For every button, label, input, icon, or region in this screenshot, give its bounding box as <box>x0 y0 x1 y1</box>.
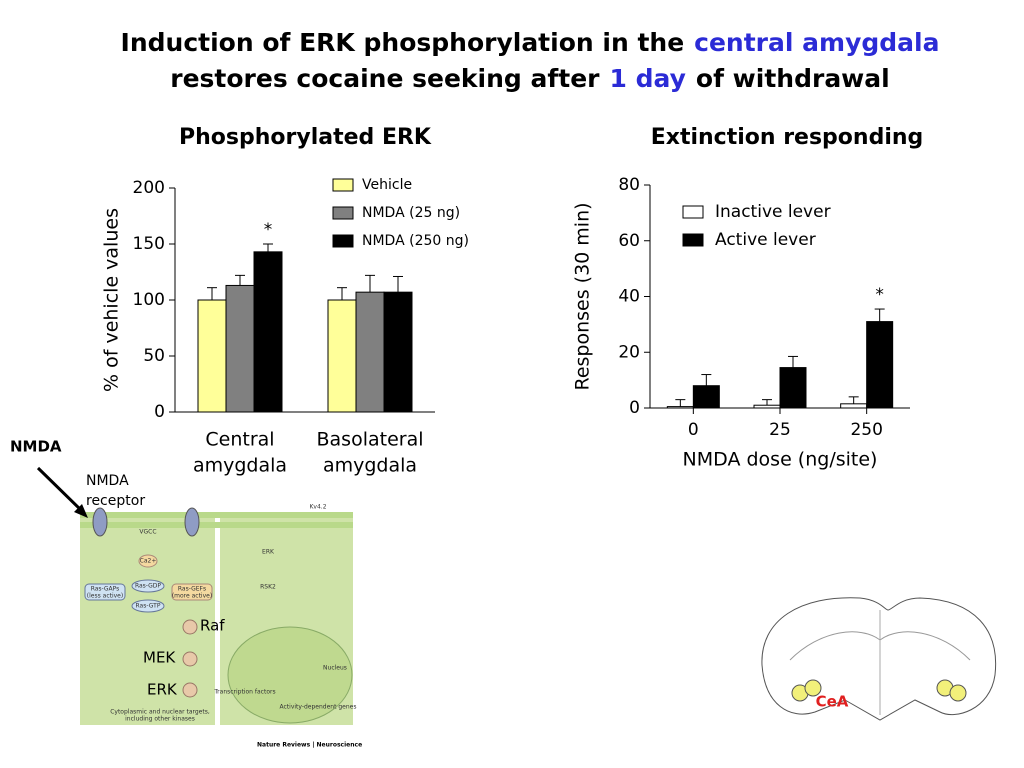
figure-label: Cytoplasmic and nuclear targets, <box>110 709 210 716</box>
y-tick-label: 20 <box>618 342 640 362</box>
node <box>182 682 198 698</box>
x-axis-label: NMDA dose (ng/site) <box>683 449 878 471</box>
region-label: CeA <box>816 693 849 711</box>
legend-label: NMDA (25 ng) <box>362 205 460 221</box>
bar <box>383 291 413 413</box>
annotation: * <box>875 285 884 305</box>
pointer-label: ERK <box>147 681 178 699</box>
x-tick-label: 25 <box>769 420 791 440</box>
y-tick-label: 80 <box>618 175 640 195</box>
legend-swatch <box>682 205 704 219</box>
bar <box>197 299 227 413</box>
annotation: * <box>264 220 273 240</box>
figure-credit: Nature Reviews | Neuroscience <box>257 742 362 749</box>
region-marker <box>804 679 822 697</box>
x-tick-label: 250 <box>850 420 882 440</box>
y-tick-label: 100 <box>133 290 165 310</box>
y-tick-label: 60 <box>618 231 640 251</box>
legend-label: Inactive lever <box>715 202 831 222</box>
figure-label: Activity-dependent genes <box>280 704 357 711</box>
pointer-label: MEK <box>143 649 176 667</box>
title-part: central amygdala <box>694 28 939 57</box>
bar <box>692 385 720 409</box>
bar <box>840 403 868 409</box>
y-tick-label: 0 <box>629 398 640 418</box>
bar <box>753 404 781 409</box>
figure-label: Nucleus <box>323 665 347 672</box>
brain-outline <box>761 597 997 721</box>
x-tick-label: amygdala <box>323 455 417 477</box>
brain-section: CeA <box>761 597 997 721</box>
pointer-label: receptor <box>86 493 145 509</box>
pointer-arrow <box>36 466 86 515</box>
node <box>131 599 165 613</box>
node <box>182 619 198 635</box>
figure-label: Ras-GEFs <box>178 586 206 593</box>
node <box>171 583 213 601</box>
bar <box>253 251 283 413</box>
node <box>84 583 126 601</box>
x-tick-label: Basolateral <box>317 429 424 451</box>
title-part: Induction of ERK phosphorylation in the <box>121 28 685 57</box>
figure-label: ERK <box>262 549 275 556</box>
y-tick-label: 0 <box>154 402 165 422</box>
title-part: of withdrawal <box>696 64 890 93</box>
y-tick-label: 200 <box>133 178 165 198</box>
figure-label: Ras-GAPs <box>91 586 120 593</box>
bar <box>779 367 807 409</box>
y-tick-label: 50 <box>143 346 165 366</box>
arrow-head <box>74 504 88 518</box>
pointer-label: Raf <box>200 617 225 635</box>
pointer-label: NMDA <box>86 473 129 489</box>
y-axis-label: % of vehicle values <box>101 208 123 392</box>
region-marker <box>949 684 967 702</box>
chart-title: Extinction responding <box>651 125 924 150</box>
figure-label: Kv4.2 <box>309 504 326 511</box>
title-part: 1 day <box>610 64 686 93</box>
receptor-icon <box>184 507 200 537</box>
nucleus <box>227 626 353 724</box>
node <box>182 651 198 667</box>
legend-label: NMDA (250 ng) <box>362 233 469 249</box>
pointer-label: NMDA <box>10 438 62 456</box>
chart-title: Phosphorylated ERK <box>179 125 432 150</box>
legend-swatch <box>332 206 354 220</box>
membrane <box>80 512 353 518</box>
figure-label: VGCC <box>139 529 156 536</box>
legend-swatch <box>332 234 354 248</box>
figure-label: (less active) <box>87 593 123 600</box>
membrane <box>80 522 353 528</box>
figure-label: Ca2+ <box>140 558 157 565</box>
legend-swatch <box>682 233 704 247</box>
legend-label: Vehicle <box>362 177 412 193</box>
figure-label: Ras-GTP <box>136 603 161 610</box>
node <box>138 554 158 568</box>
title-part: restores cocaine seeking after <box>170 64 600 93</box>
bar <box>225 284 255 413</box>
x-tick-label: amygdala <box>193 455 287 477</box>
x-tick-label: Central <box>205 429 274 451</box>
bar <box>666 406 694 409</box>
y-axis-label: Responses (30 min) <box>572 202 594 390</box>
bar <box>327 299 357 413</box>
figure-label: Ras-GDP <box>135 583 161 590</box>
slide-title-line: Induction of ERK phosphorylation in the c… <box>121 28 940 57</box>
figure-label: (more active) <box>172 593 212 600</box>
slide-title-line: restores cocaine seeking after 1 day of wi… <box>170 64 889 93</box>
bar <box>866 321 894 409</box>
y-tick-label: 40 <box>618 287 640 307</box>
legend-label: Active lever <box>715 230 816 250</box>
x-tick-label: 0 <box>688 420 699 440</box>
figure-label: Transcription factors <box>213 689 275 696</box>
figure-label: including other kinases <box>125 716 195 723</box>
figure-label: RSK2 <box>260 584 276 591</box>
y-tick-label: 150 <box>133 234 165 254</box>
legend-swatch <box>332 178 354 192</box>
signalling-figure: VGCC Ca2+ Ras-GDP Ras-GTP Ras-GAPs (less… <box>80 504 362 749</box>
receptor-icon <box>92 507 108 537</box>
node <box>131 579 165 593</box>
bar <box>355 291 385 413</box>
